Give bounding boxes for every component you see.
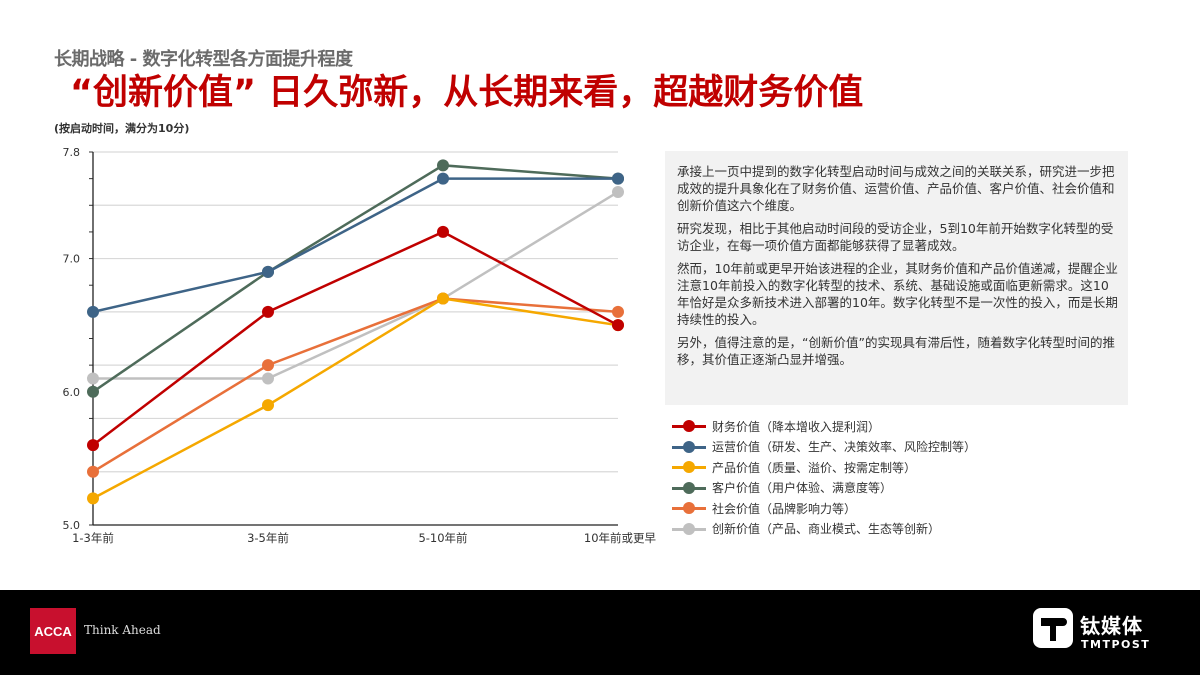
data-point	[612, 185, 624, 198]
acca-logo: ACCA	[30, 608, 76, 654]
tmtpost-name-cn: 钛媒体	[1080, 614, 1143, 638]
legend-item-operational: 运营价值（研发、生产、决策效率、风险控制等）	[672, 437, 976, 458]
data-point	[87, 305, 99, 318]
data-point	[437, 172, 449, 185]
series-line	[92, 230, 619, 447]
data-point	[612, 172, 624, 185]
chart-legend: 财务价值（降本增收入提利润） 运营价值（研发、生产、决策效率、风险控制等） 产品…	[672, 416, 976, 539]
series-line	[92, 297, 619, 500]
x-tick-label: 10年前或更早	[584, 531, 656, 545]
data-point	[262, 372, 274, 385]
legend-item-innovation: 创新价值（产品、商业模式、生态等创新）	[672, 519, 976, 540]
legend-marker-icon	[672, 440, 706, 454]
commentary-paragraph-1: 承接上一页中提到的数字化转型启动时间与成效之间的关联关系，研究进一步把成效的提升…	[677, 164, 1115, 213]
data-point	[262, 399, 274, 412]
y-tick-label: 5.0	[63, 519, 81, 532]
data-point	[87, 439, 99, 452]
acca-tagline: Think Ahead	[84, 623, 161, 637]
legend-marker-icon	[672, 460, 706, 474]
data-point	[262, 265, 274, 278]
legend-marker-icon	[672, 481, 706, 495]
data-point	[437, 225, 449, 238]
series-line	[92, 297, 619, 473]
commentary-box: 承接上一页中提到的数字化转型启动时间与成效之间的关联关系，研究进一步把成效的提升…	[665, 151, 1128, 405]
series-line	[92, 177, 618, 314]
data-point	[437, 292, 449, 305]
tmtpost-logo-icon	[1033, 608, 1073, 648]
commentary-paragraph-2: 研究发现，相比于其他启动时间段的受访企业，5到10年前开始数字化转型的受访企业，…	[677, 221, 1114, 253]
data-point	[437, 159, 449, 172]
legend-marker-icon	[672, 522, 706, 536]
line-chart: 5.0 6.0 7.0 7.8 1-3年前 3-5年前 5-10年前 10年前或更早	[63, 146, 657, 545]
legend-marker-icon	[672, 501, 706, 515]
slide-subtitle: 长期战略 - 数字化转型各方面提升程度	[54, 49, 353, 70]
x-tick-label: 1-3年前	[72, 531, 114, 545]
data-point	[87, 385, 99, 398]
data-point	[262, 305, 274, 318]
slide-headline: “创新价值” 日久弥新，从长期来看，超越财务价值	[70, 73, 864, 113]
x-tick-label: 3-5年前	[247, 531, 289, 545]
commentary-paragraph-3: 然而，10年前或更早开始该进程的企业，其财务价值和产品价值递减，提醒企业注意10…	[677, 261, 1118, 327]
data-point	[262, 359, 274, 372]
y-tick-label: 6.0	[63, 386, 81, 399]
legend-item-customer: 客户价值（用户体验、满意度等）	[672, 478, 976, 499]
series-line	[92, 164, 619, 393]
data-point	[612, 319, 624, 332]
tmtpost-name-en: TMTPOST	[1081, 638, 1151, 651]
data-point	[87, 372, 99, 385]
legend-item-product: 产品价值（质量、溢价、按需定制等）	[672, 457, 976, 478]
data-point	[612, 305, 624, 318]
x-tick-label: 5-10年前	[418, 531, 467, 545]
footer-bar: ACCA Think Ahead	[0, 590, 1200, 675]
legend-marker-icon	[672, 419, 706, 433]
y-tick-label: 7.0	[63, 253, 81, 266]
data-point	[87, 492, 99, 505]
y-tick-label: 7.8	[63, 146, 81, 159]
data-point	[87, 465, 99, 478]
commentary-paragraph-4: 另外，值得注意的是，“创新价值”的实现具有滞后性，随着数字化转型时间的推移，其价…	[677, 335, 1115, 367]
legend-item-social: 社会价值（品牌影响力等）	[672, 498, 976, 519]
chart-unit-note: (按启动时间，满分为10分)	[54, 122, 190, 135]
legend-item-financial: 财务价值（降本增收入提利润）	[672, 416, 976, 437]
